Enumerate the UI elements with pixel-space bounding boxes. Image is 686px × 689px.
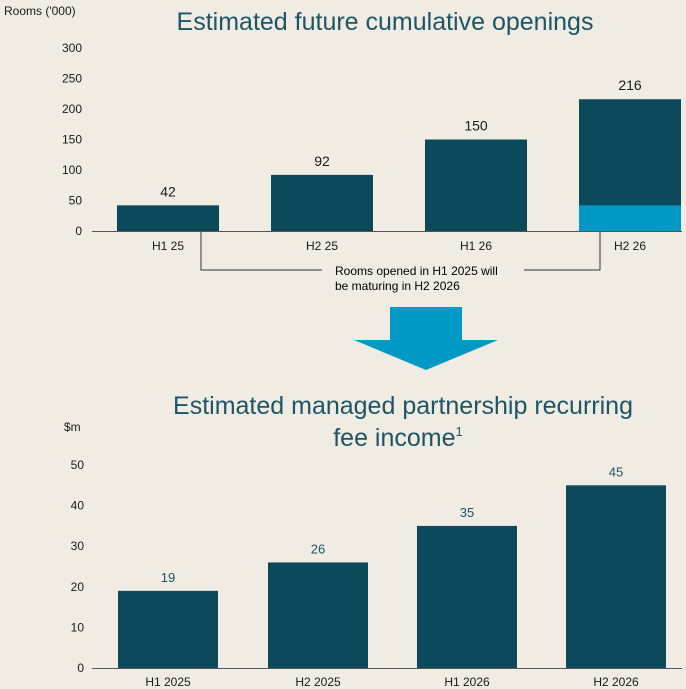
- c1-data-label: 92: [314, 153, 330, 169]
- c2-data-label: 19: [161, 570, 175, 585]
- c1-bar-segment: [579, 205, 681, 231]
- c1-data-label: 42: [160, 183, 176, 199]
- c2-y-tick-label: 10: [71, 620, 85, 634]
- chart2-title-line1: Estimated managed partnership recurring: [173, 392, 633, 420]
- c1-y-tick-label: 150: [62, 133, 82, 147]
- chart2-bars: [118, 485, 666, 668]
- c1-y-tick-label: 250: [62, 72, 82, 86]
- chart2-y-axis: 0 10 20 30 40 50: [71, 458, 682, 675]
- bracket-connector: [200, 232, 601, 271]
- c1-bar: [271, 174, 373, 231]
- c2-category-label: H2 2026: [593, 675, 639, 689]
- c2-category-label: H1 2025: [145, 675, 191, 689]
- bracket-note-line1: Rooms opened in H1 2025 will: [335, 264, 498, 278]
- chart2-y-axis-label: $m: [64, 420, 81, 434]
- chart2-title-superscript: 1: [456, 424, 463, 439]
- c2-y-tick-label: 0: [77, 661, 84, 675]
- c1-y-tick-label: 300: [62, 41, 82, 55]
- chart1-y-axis-label: Rooms ('000): [4, 4, 76, 18]
- c2-bar: [268, 562, 368, 668]
- chart2-category-labels: H1 2025 H2 2025 H1 2026 H2 2026: [145, 675, 639, 689]
- c2-y-tick-label: 40: [71, 499, 85, 513]
- chart1-bars: [117, 99, 681, 232]
- c1-category-label: H1 26: [460, 239, 492, 253]
- c1-data-label: 150: [464, 118, 488, 134]
- c2-y-tick-label: 20: [71, 580, 85, 594]
- c2-y-tick-label: 30: [71, 539, 85, 553]
- bracket-note-line2: be maturing in H2 2026: [335, 279, 460, 293]
- c2-data-label: 35: [460, 505, 474, 520]
- c2-data-label: 45: [609, 464, 623, 479]
- c1-category-label: H2 26: [614, 239, 646, 253]
- c2-category-label: H2 2025: [295, 675, 341, 689]
- chart1-data-labels: 42 92 150 216: [160, 77, 642, 199]
- c2-y-tick-label: 50: [71, 458, 85, 472]
- c2-bar: [566, 485, 666, 668]
- c1-data-label: 216: [618, 77, 642, 93]
- chart1-y-axis: 0 50 100 150 200 250 300: [62, 41, 682, 238]
- chart1-category-labels: H1 25 H2 25 H1 26 H2 26: [152, 239, 646, 253]
- c1-y-tick-label: 100: [62, 163, 82, 177]
- c1-y-tick-label: 50: [69, 194, 83, 208]
- c2-bar: [118, 590, 218, 668]
- c2-category-label: H1 2026: [444, 675, 490, 689]
- c1-category-label: H2 25: [306, 239, 338, 253]
- chart2-data-labels: 19 26 35 45: [161, 464, 623, 585]
- c1-y-tick-label: 200: [62, 102, 82, 116]
- chart2-title-text: fee income: [333, 424, 455, 452]
- c1-bar: [425, 139, 527, 231]
- c1-y-tick-label: 0: [75, 224, 82, 238]
- chart1-title: Estimated future cumulative openings: [177, 8, 594, 36]
- chart2-title-line2: fee income1: [333, 424, 463, 452]
- c1-bar: [117, 205, 219, 231]
- c2-bar: [417, 525, 517, 668]
- c1-category-label: H1 25: [152, 239, 184, 253]
- down-arrow-icon: [354, 307, 498, 370]
- c2-data-label: 26: [311, 541, 325, 556]
